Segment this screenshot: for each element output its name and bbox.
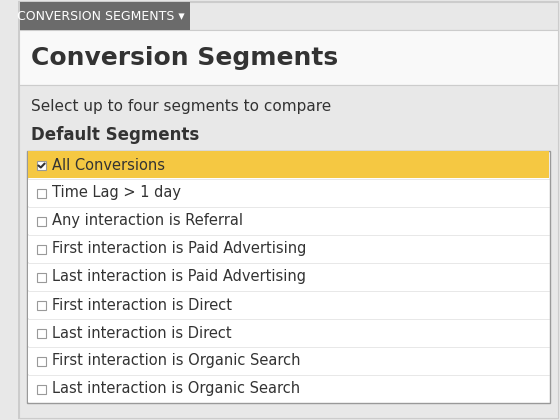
Bar bbox=[37, 384, 46, 394]
Text: Select up to four segments to compare: Select up to four segments to compare bbox=[31, 100, 332, 115]
Text: Time Lag > 1 day: Time Lag > 1 day bbox=[53, 186, 181, 200]
Bar bbox=[28, 151, 549, 178]
Bar bbox=[20, 85, 558, 418]
Text: All Conversions: All Conversions bbox=[53, 158, 165, 173]
Bar bbox=[37, 300, 46, 310]
Bar bbox=[37, 244, 46, 254]
Text: Default Segments: Default Segments bbox=[31, 126, 199, 144]
Text: Any interaction is Referral: Any interaction is Referral bbox=[53, 213, 244, 228]
Text: First interaction is Paid Advertising: First interaction is Paid Advertising bbox=[53, 241, 307, 257]
Bar bbox=[28, 235, 549, 262]
Bar bbox=[28, 207, 549, 234]
Bar bbox=[28, 291, 549, 318]
Bar bbox=[27, 151, 550, 403]
Bar bbox=[37, 273, 46, 281]
Text: Last interaction is Organic Search: Last interaction is Organic Search bbox=[53, 381, 301, 396]
Bar bbox=[20, 2, 558, 30]
Text: Last interaction is Paid Advertising: Last interaction is Paid Advertising bbox=[53, 270, 306, 284]
Bar bbox=[28, 347, 549, 374]
Text: CONVERSION SEGMENTS ▾: CONVERSION SEGMENTS ▾ bbox=[17, 10, 184, 23]
FancyBboxPatch shape bbox=[21, 2, 190, 30]
Bar bbox=[21, 2, 190, 30]
Bar bbox=[28, 263, 549, 290]
Bar bbox=[37, 328, 46, 338]
Text: First interaction is Organic Search: First interaction is Organic Search bbox=[53, 354, 301, 368]
Bar bbox=[37, 189, 46, 197]
Bar bbox=[37, 357, 46, 365]
Bar bbox=[28, 375, 549, 402]
Text: First interaction is Direct: First interaction is Direct bbox=[53, 297, 232, 312]
Bar bbox=[28, 319, 549, 346]
Bar bbox=[20, 30, 558, 85]
Text: Last interaction is Direct: Last interaction is Direct bbox=[53, 326, 232, 341]
Text: Conversion Segments: Conversion Segments bbox=[31, 45, 338, 69]
Bar bbox=[37, 160, 46, 170]
Bar bbox=[37, 216, 46, 226]
Bar bbox=[28, 179, 549, 206]
